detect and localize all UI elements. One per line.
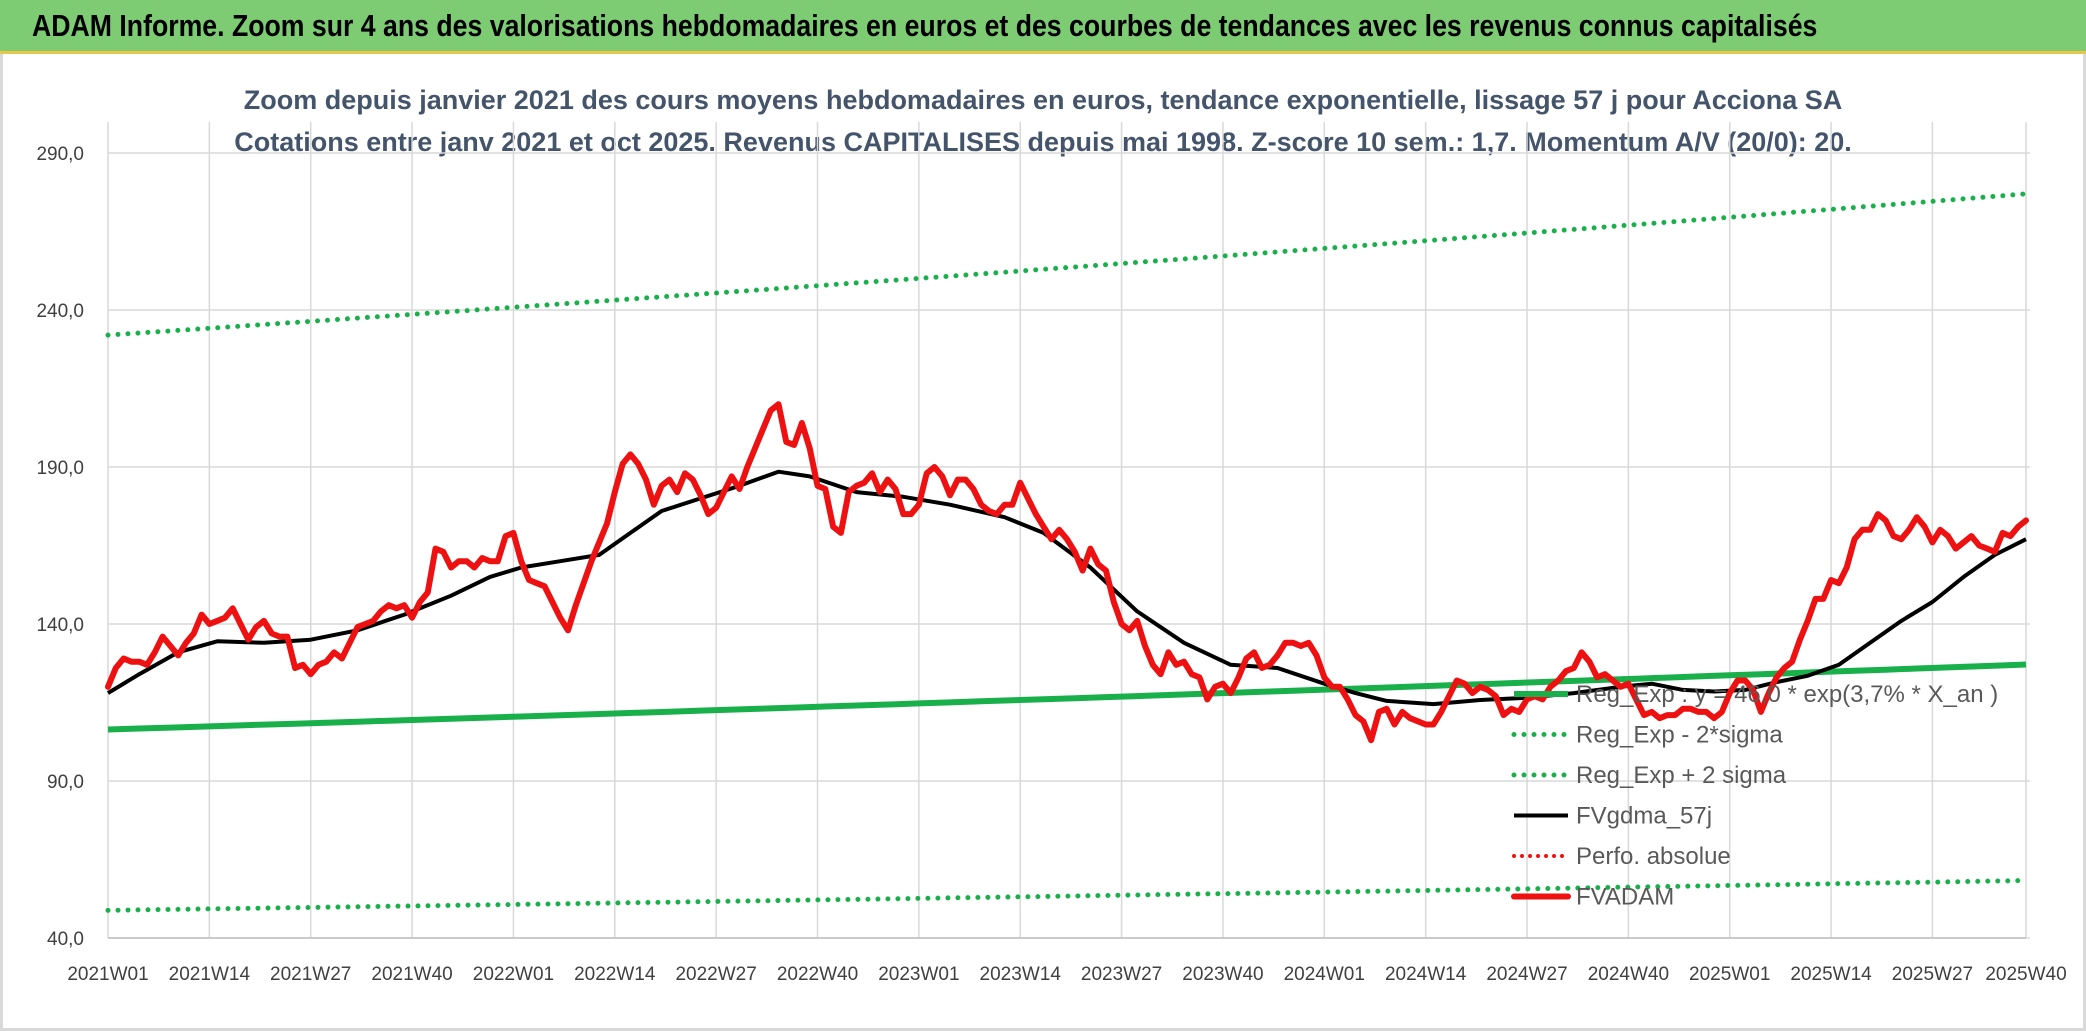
banner: ADAM Informe. Zoom sur 4 ans des valoris… (0, 0, 2086, 54)
x-tick-label: 2024W14 (1385, 964, 1467, 985)
x-tick-label: 2021W01 (67, 964, 148, 985)
x-tick-label: 2021W14 (169, 964, 251, 985)
x-tick-label: 2023W27 (1081, 964, 1162, 985)
chart-frame (0, 54, 2086, 1031)
x-tick-label: 2025W01 (1689, 964, 1770, 985)
x-tick-label: 2023W14 (980, 964, 1062, 985)
x-tick-label: 2025W27 (1892, 964, 1973, 985)
x-tick-label: 2022W27 (675, 964, 756, 985)
legend-label-reg-exp-2-sigma: Reg_Exp - 2*sigma (1576, 722, 1783, 749)
series-reg-exp-y-46-0-exp-3-7-x-an-line (107, 661, 2027, 733)
legend-label-fvgdma-57j: FVgdma_57j (1576, 803, 1712, 830)
series-fvgdma-57j-line (106, 469, 2027, 707)
x-tick-label: 2024W01 (1284, 964, 1365, 985)
x-tick-label: 2023W01 (878, 964, 959, 985)
y-tick-label: 290,0 (36, 144, 84, 165)
x-tick-label: 2024W40 (1588, 964, 1669, 985)
legend-label-fvadam: FVADAM (1576, 884, 1674, 911)
y-tick-label: 190,0 (36, 458, 84, 479)
series-reg-exp-2-sigma-line (105, 878, 2029, 913)
y-tick-label: 140,0 (36, 615, 84, 636)
x-tick-label: 2025W14 (1790, 964, 1872, 985)
x-tick-label: 2022W40 (777, 964, 858, 985)
y-tick-label: 40,0 (47, 929, 84, 950)
banner-title: ADAM Informe. Zoom sur 4 ans des valoris… (32, 8, 1818, 43)
series-reg-exp-2-sigma-line (105, 191, 2029, 338)
series-fvadam-line (105, 401, 2029, 744)
chart-title-line1: Zoom depuis janvier 2021 des cours moyen… (244, 85, 1843, 115)
x-tick-label: 2023W40 (1182, 964, 1263, 985)
x-tick-label: 2025W40 (1985, 964, 2066, 985)
legend-label-perfo-absolue: Perfo. absolue (1576, 843, 1731, 870)
x-tick-label: 2022W01 (473, 964, 554, 985)
y-tick-label: 240,0 (36, 301, 84, 322)
y-tick-label: 90,0 (47, 772, 84, 793)
chart-title-line2: Cotations entre janv 2021 et oct 2025. R… (234, 127, 1852, 157)
x-tick-label: 2021W40 (371, 964, 452, 985)
legend-label-reg-exp-2-sigma: Reg_Exp + 2 sigma (1576, 762, 1787, 789)
x-tick-label: 2021W27 (270, 964, 351, 985)
legend-label-reg-exp-y-46-0-exp-3-7-x-an: Reg_Exp : y = 46,0 * exp(3,7% * X_an ) (1576, 681, 1998, 708)
x-tick-label: 2024W27 (1486, 964, 1567, 985)
x-tick-label: 2022W14 (574, 964, 656, 985)
